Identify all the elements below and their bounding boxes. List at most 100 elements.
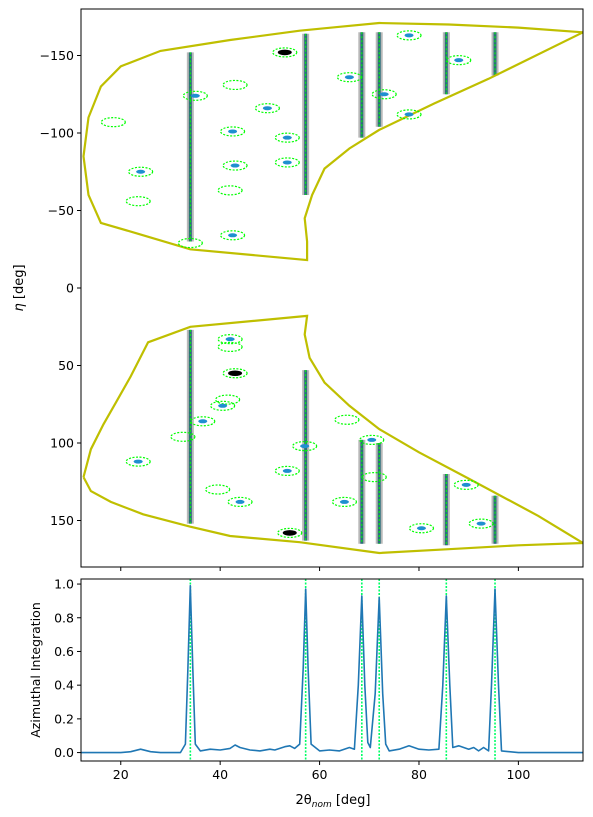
detector-map-x-axis	[120, 567, 519, 571]
predicted-spot-ellipse	[272, 47, 298, 58]
detector-map-panel: −150 −100 −50 0 50 100 150 η [deg]	[12, 8, 584, 571]
observed-spot	[133, 459, 143, 464]
predicted-spot-ellipse	[222, 79, 248, 91]
predicted-spot-ellipse	[396, 109, 422, 120]
x-tick-label: 20	[113, 767, 129, 782]
predicted-spot-ellipse	[190, 416, 216, 427]
two-theta-x-label: 2θnom [deg]	[296, 793, 371, 810]
observed-spot	[282, 530, 297, 536]
observed-spot	[277, 49, 292, 56]
predicted-spot-ellipse	[205, 484, 231, 495]
detector-map-content	[82, 21, 583, 555]
azimuthal-integration-x-axis: 20 40 60 80 100	[113, 761, 530, 782]
observed-spot	[404, 112, 414, 117]
predicted-spot-ellipse	[217, 341, 243, 352]
observed-spot	[235, 499, 245, 504]
observed-spot	[416, 526, 426, 531]
predicted-spot-ellipse	[277, 527, 303, 539]
y-tick-label: 50	[58, 358, 74, 373]
predicted-spot-ellipse	[128, 166, 154, 177]
observed-spot	[282, 135, 292, 140]
y-tick-label: 0.4	[54, 678, 74, 693]
predicted-spot-ellipse	[170, 431, 196, 442]
observed-spot	[136, 169, 146, 174]
y-tick-label: 150	[50, 513, 74, 528]
observed-spot	[228, 129, 238, 134]
observed-spot	[262, 106, 272, 111]
y-tick-label: 1.0	[54, 577, 74, 592]
y-tick-label: −50	[48, 203, 74, 218]
predicted-spot-ellipse	[331, 496, 358, 507]
predicted-spot-ellipse	[182, 90, 208, 101]
predicted-spot-ellipse	[361, 472, 387, 483]
predicted-spot-ellipse	[292, 441, 318, 452]
observed-spot	[282, 468, 292, 473]
observed-spot	[228, 233, 238, 238]
predicted-spot-ellipse	[210, 400, 236, 411]
predicted-spot-ellipse	[222, 368, 248, 379]
observed-spot	[225, 337, 235, 342]
observed-spot	[476, 521, 486, 526]
predicted-spot-ellipse	[217, 334, 243, 345]
y-tick-label: 0.6	[54, 644, 74, 659]
detector-outline-upper	[82, 21, 583, 262]
observed-spot	[339, 499, 349, 504]
predicted-spot-ellipse	[217, 185, 243, 196]
predicted-spot-ellipse	[219, 230, 246, 241]
x-tick-label: 40	[212, 767, 228, 782]
observed-spot	[344, 75, 354, 80]
x-tick-label: 80	[411, 767, 427, 782]
y-tick-label: 0.8	[54, 610, 74, 625]
observed-spot	[282, 160, 292, 165]
x-tick-label: 60	[312, 767, 328, 782]
predicted-spot-ellipse	[227, 496, 253, 507]
predicted-spot-ellipse	[215, 394, 241, 405]
two-theta-subscript: nom	[312, 800, 332, 810]
detector-outline-lower	[82, 314, 583, 555]
azimuthal-integration-frame	[80, 578, 584, 762]
y-tick-label: 0	[66, 281, 74, 296]
observed-spot	[198, 419, 208, 424]
predicted-spot-ellipse	[336, 72, 362, 83]
predicted-spot-ellipse	[396, 30, 422, 41]
y-tick-label: 0.2	[54, 711, 74, 726]
observed-spot	[228, 370, 243, 377]
detector-map-plot-area	[82, 21, 583, 555]
observed-spot	[300, 444, 310, 449]
eta-symbol: η	[12, 303, 27, 311]
observed-spot	[230, 163, 240, 168]
y-tick-label: −100	[40, 126, 74, 141]
predicted-spot-ellipse	[371, 89, 397, 100]
observed-spot	[379, 92, 389, 97]
predicted-spot-ellipse	[334, 414, 360, 425]
detector-map-y-axis: −150 −100 −50 0 50 100 150	[40, 48, 81, 528]
azimuthal-integration-plot-area	[81, 579, 583, 761]
azimuthal-integration-content	[81, 579, 583, 761]
y-tick-label: 0.0	[54, 745, 74, 760]
two-theta-unit: [deg]	[332, 793, 371, 808]
predicted-spot-ellipse	[274, 132, 300, 143]
predicted-spot-ellipse	[222, 160, 248, 171]
predicted-spot-ellipse	[125, 456, 151, 467]
predicted-spot-ellipse	[408, 523, 435, 534]
azimuthal-integration-panel: 0.0 0.2 0.4 0.6 0.8 1.0 20 40 60 80 100 Azimuthal…	[28, 577, 584, 810]
predicted-spot-ellipse	[468, 518, 494, 529]
azimuthal-integration-y-axis: 0.0 0.2 0.4 0.6 0.8 1.0	[54, 577, 81, 760]
predicted-spot-ellipse	[100, 117, 126, 128]
observed-spot	[461, 482, 471, 487]
predicted-spot-ellipse	[446, 55, 472, 66]
x-tick-label: 100	[506, 767, 530, 782]
detector-map-frame	[80, 8, 584, 568]
detector-map-y-label: η [deg]	[12, 264, 27, 311]
two-theta-symbol: 2θ	[296, 793, 312, 808]
integration-series-line	[81, 584, 583, 754]
predicted-spot-ellipse	[177, 237, 203, 249]
predicted-spot-ellipse	[453, 479, 479, 490]
observed-spot	[404, 33, 414, 38]
observed-spot	[218, 403, 228, 408]
predicted-spot-ellipse	[274, 465, 300, 476]
observed-spot	[367, 437, 377, 442]
predicted-spot-ellipse	[254, 103, 280, 114]
y-tick-label: 100	[50, 436, 74, 451]
